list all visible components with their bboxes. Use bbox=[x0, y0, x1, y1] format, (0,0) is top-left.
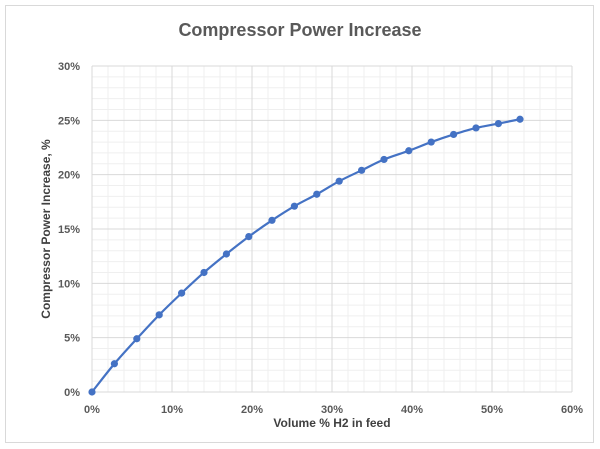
x-tick-label: 20% bbox=[241, 404, 263, 416]
tick-labels: 0% 10% 20% 30% 40% 50% 60% 0% 5% 10% 15% 20% 25% 30% bbox=[58, 61, 583, 416]
x-tick-label: 50% bbox=[481, 404, 503, 416]
y-tick-label: 20% bbox=[58, 170, 80, 182]
x-tick-label: 40% bbox=[401, 404, 423, 416]
data-point bbox=[178, 289, 186, 297]
x-tick-label: 60% bbox=[561, 404, 583, 416]
data-point bbox=[110, 360, 118, 368]
x-axis-label: Volume % H2 in feed bbox=[273, 416, 390, 430]
y-tick-label: 0% bbox=[64, 387, 80, 399]
y-tick-label: 25% bbox=[58, 115, 80, 127]
data-point bbox=[313, 190, 321, 198]
data-point bbox=[222, 250, 230, 258]
x-tick-label: 10% bbox=[161, 404, 183, 416]
y-tick-label: 15% bbox=[58, 224, 80, 236]
data-point bbox=[516, 115, 524, 123]
x-tick-label: 0% bbox=[84, 404, 100, 416]
y-tick-label: 5% bbox=[64, 333, 80, 345]
chart-title: Compressor Power Increase bbox=[178, 20, 422, 40]
data-point bbox=[245, 233, 253, 241]
data-point bbox=[200, 268, 208, 277]
data-point bbox=[450, 130, 458, 139]
data-point bbox=[155, 311, 163, 319]
data-point bbox=[472, 124, 480, 132]
data-point bbox=[494, 119, 502, 128]
data-point bbox=[358, 166, 366, 174]
data-point bbox=[380, 155, 388, 164]
data-point bbox=[290, 202, 298, 210]
data-point bbox=[133, 335, 141, 343]
y-axis-label: Compressor Power Increase, % bbox=[39, 139, 53, 319]
y-tick-label: 30% bbox=[58, 61, 80, 73]
data-point bbox=[335, 177, 343, 185]
y-tick-label: 10% bbox=[58, 278, 80, 290]
data-point bbox=[405, 147, 413, 155]
data-point bbox=[88, 388, 96, 396]
x-tick-label: 30% bbox=[321, 404, 343, 416]
data-points bbox=[88, 115, 524, 396]
data-point bbox=[268, 216, 276, 224]
data-point bbox=[427, 138, 435, 146]
major-gridlines bbox=[91, 65, 573, 393]
